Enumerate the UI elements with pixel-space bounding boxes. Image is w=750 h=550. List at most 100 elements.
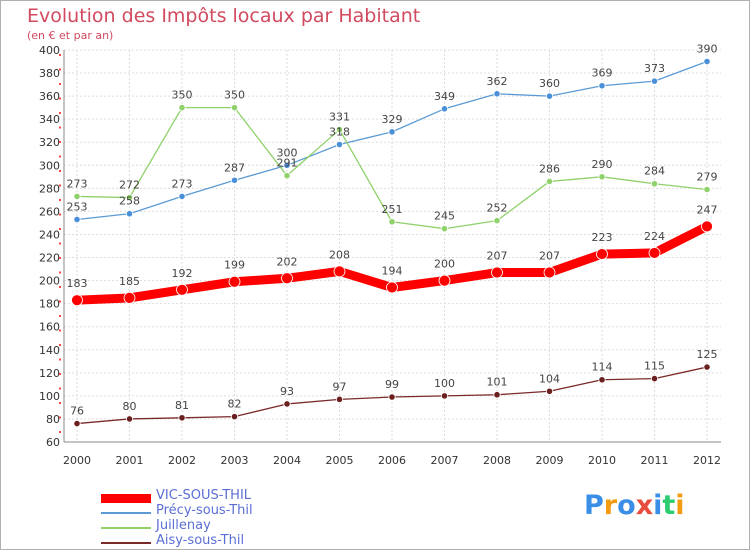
y-tick-label: 120 [39,367,60,380]
y-tick-label: 360 [39,90,60,103]
y-axis-marker [59,68,61,71]
data-point [493,391,501,399]
legend-label: Précy-sous-Thil [156,503,253,518]
data-label: 97 [333,380,347,393]
data-label: 192 [172,267,193,280]
data-label: 104 [539,372,560,385]
y-tick-label: 140 [39,344,60,357]
y-axis-marker [59,402,61,404]
data-point [125,415,134,423]
y-tick-label: 240 [39,228,60,241]
data-label: 207 [487,250,508,263]
data-point [598,376,606,384]
y-axis-marker [59,257,61,259]
y-axis-marker [59,344,61,346]
data-label: 100 [434,377,455,390]
data-point [543,266,556,279]
data-point [230,413,239,421]
data-label: 350 [224,89,245,102]
data-label: 252 [487,202,508,215]
y-tick-label: 300 [39,159,60,172]
data-label: 93 [280,385,294,398]
data-point [125,210,134,218]
data-point [650,77,659,85]
data-label: 82 [228,398,242,411]
data-label: 290 [592,158,613,171]
data-point [703,363,711,371]
data-point [703,185,711,194]
data-label: 360 [539,77,560,90]
data-label: 245 [434,210,455,223]
legend-label: Juillenay [156,518,211,533]
data-label: 207 [539,250,560,263]
data-point [440,392,449,400]
y-axis-marker [59,184,61,187]
chart-subtitle: (en € et par an) [27,29,114,42]
legend-swatch [101,527,151,529]
data-point [335,125,344,134]
data-point [598,82,606,90]
data-label: 300 [277,146,298,159]
x-tick-label: 2000 [63,454,91,467]
logo-letter: i [675,490,685,521]
data-label: 114 [592,361,613,374]
data-label: 125 [697,348,718,361]
y-axis-marker [59,300,61,303]
data-label: 200 [434,258,455,271]
data-point [650,374,659,383]
data-point [335,395,344,403]
data-point [283,161,291,169]
data-label: 202 [277,255,298,268]
data-label: 362 [487,75,508,88]
x-tick-label: 2003 [221,454,249,467]
data-label: 183 [67,277,88,290]
data-point [176,283,188,296]
legend-label: VIC-SOUS-THIL [156,488,252,503]
data-label: 329 [382,113,403,126]
y-axis-marker [59,358,61,361]
data-point [283,172,291,180]
data-point [123,291,136,304]
data-label: 224 [644,230,665,243]
x-tick-label: 2004 [273,454,301,467]
data-label: 253 [67,200,88,213]
y-axis-marker [59,431,61,433]
y-axis-marker [59,373,61,375]
data-point [491,266,503,279]
logo-letter: r [603,490,618,521]
data-point [701,220,713,233]
x-tick-label: 2008 [483,454,511,467]
data-point [73,192,81,201]
y-axis-marker [59,329,61,332]
data-label: 287 [224,161,245,174]
data-label: 318 [329,126,350,139]
data-label: 291 [277,157,298,170]
data-point [703,57,711,66]
y-axis-marker [59,155,61,158]
y-tick-label: 80 [46,413,60,426]
y-axis-marker [59,228,61,230]
legend-swatch [101,512,151,514]
logo-letter: x [635,490,654,521]
data-label: 247 [697,203,718,216]
x-tick-label: 2011 [641,454,669,467]
y-tick-label: 400 [39,44,60,57]
data-label: 115 [644,360,665,373]
data-label: 258 [119,195,140,208]
y-tick-label: 380 [39,67,60,80]
data-point [230,176,239,184]
data-label: 284 [644,165,665,178]
y-axis-marker [59,213,61,216]
data-point [230,104,239,112]
data-point [283,400,291,408]
y-axis-marker [59,97,61,100]
data-point [388,218,396,226]
data-point [178,192,186,201]
legend-swatch [101,542,151,544]
data-label: 251 [382,203,403,216]
data-point [598,173,606,181]
data-point [228,275,241,288]
y-tick-label: 320 [39,136,60,149]
